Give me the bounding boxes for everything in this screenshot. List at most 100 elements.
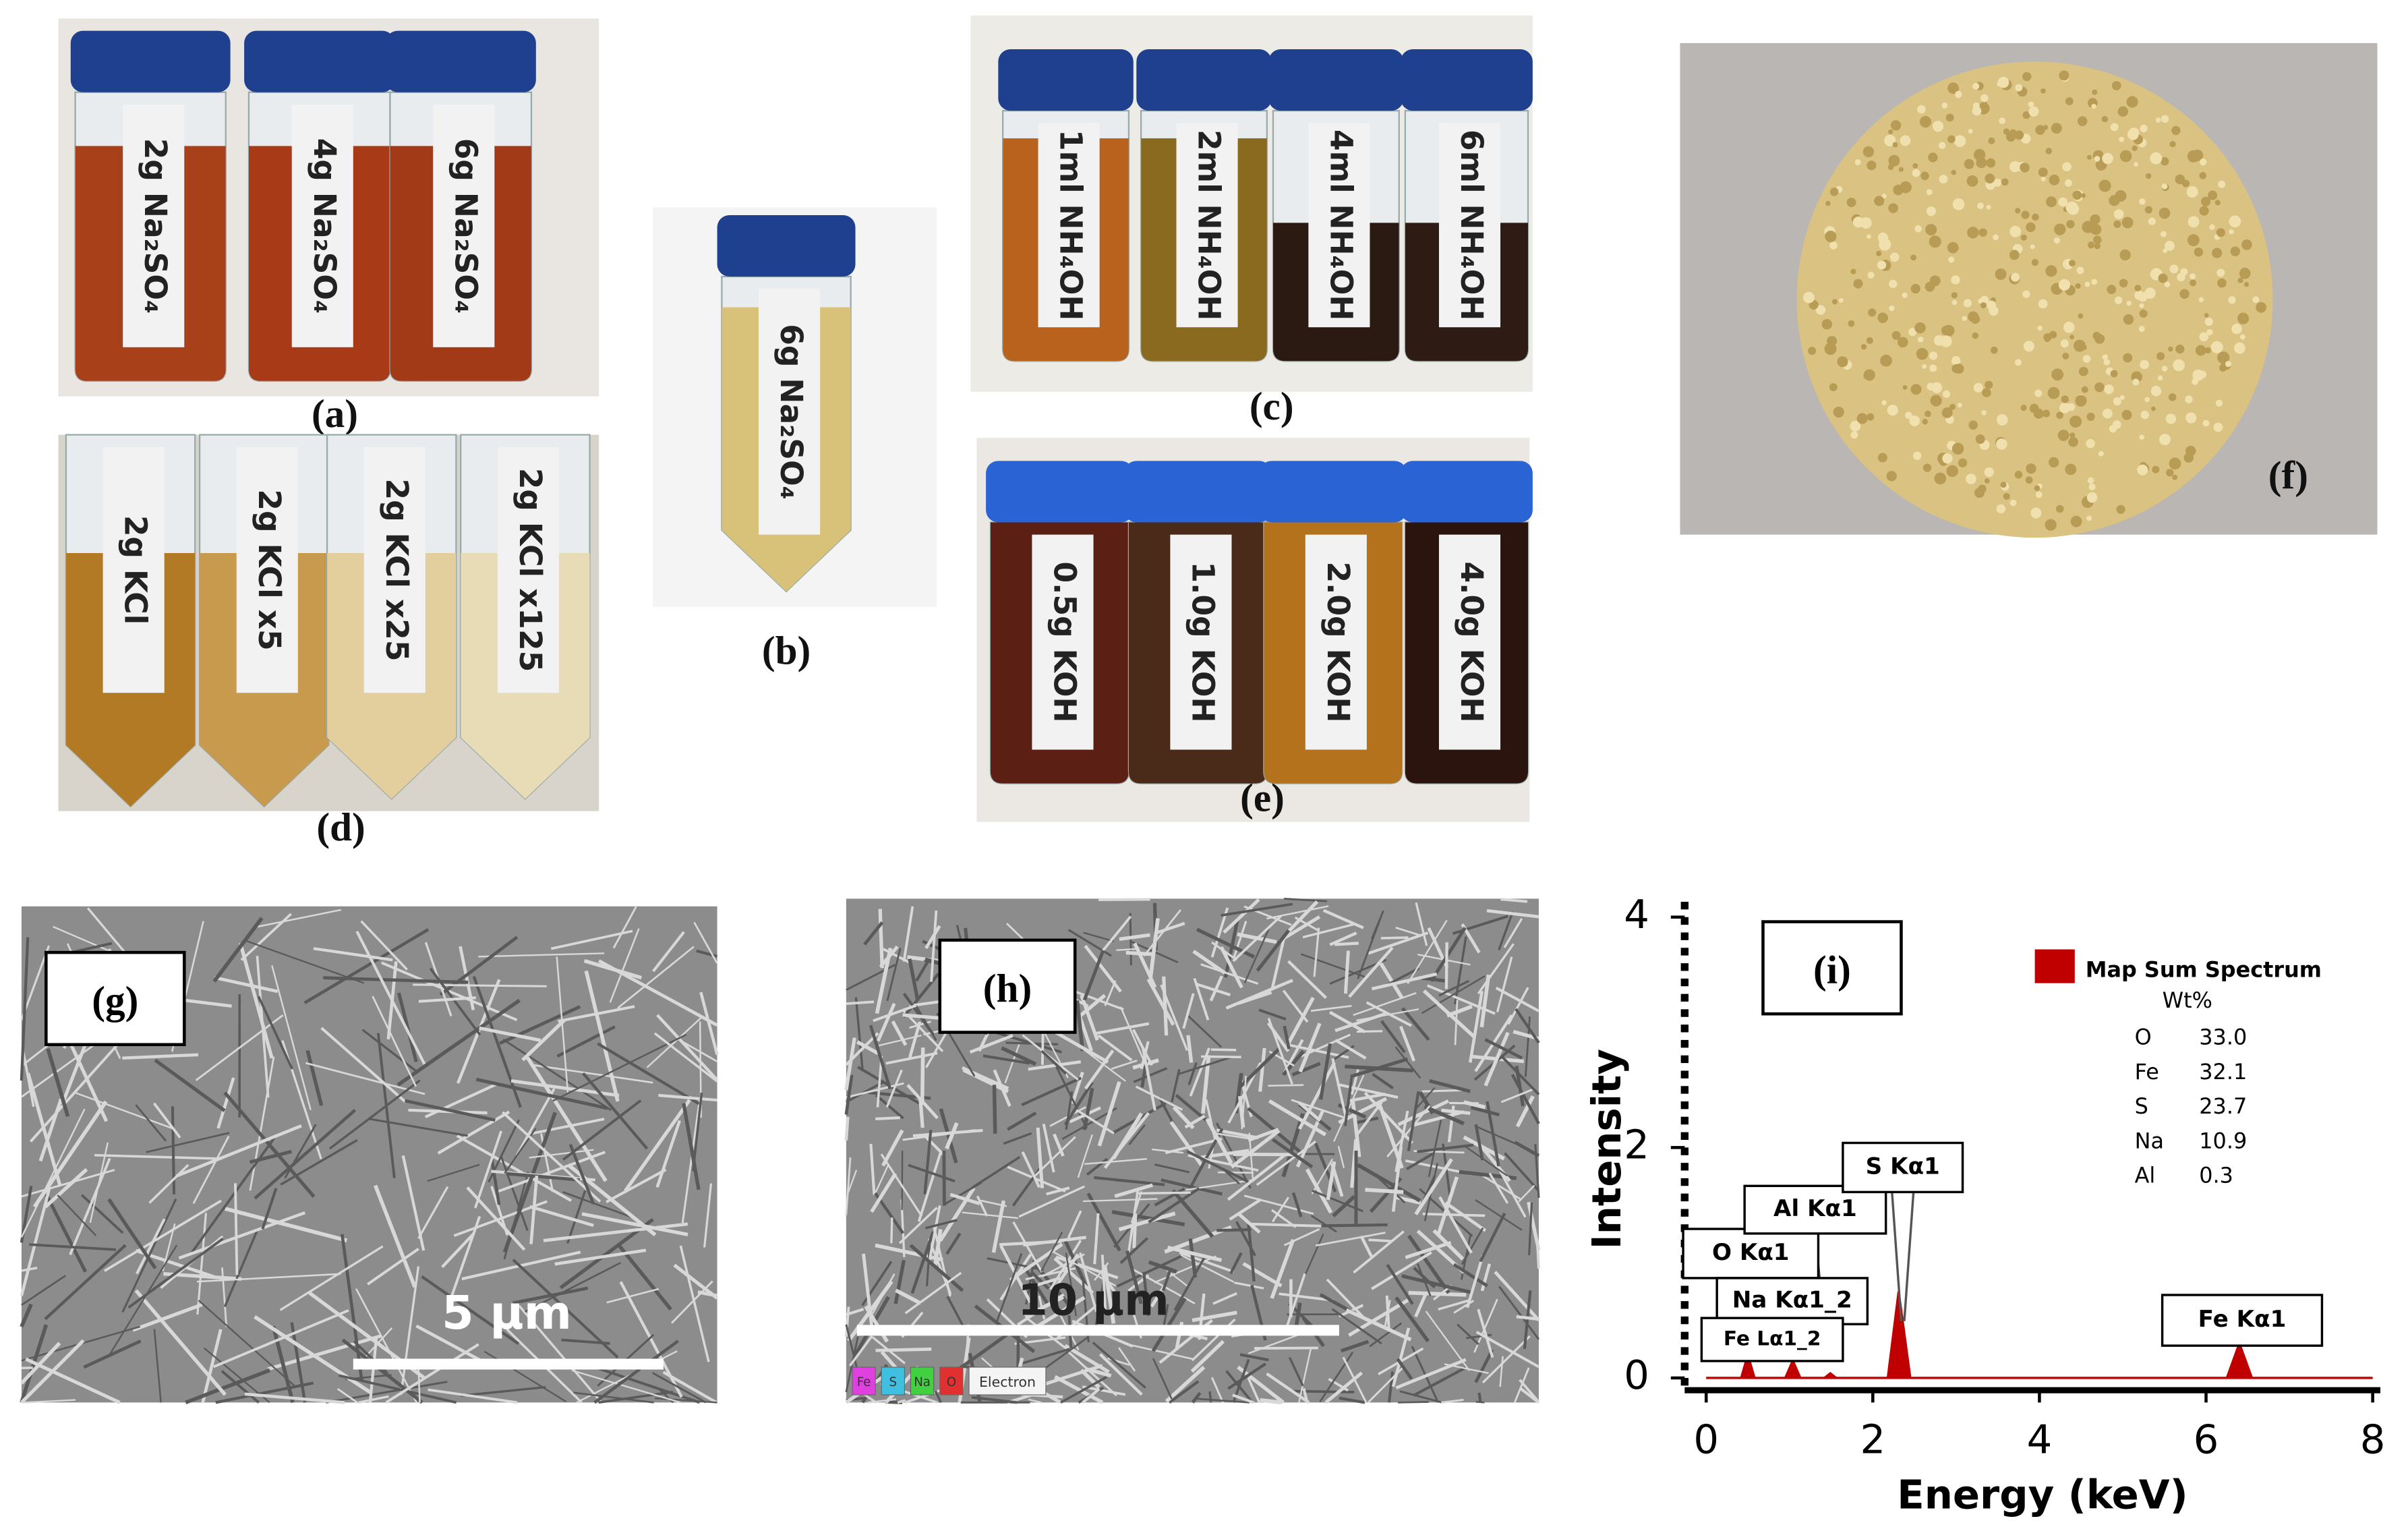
powder-grain	[2161, 115, 2169, 123]
sem-texture	[223, 1230, 258, 1307]
sem-texture	[1519, 1379, 1540, 1403]
powder-grain	[1982, 388, 1991, 398]
sem-texture	[1154, 1255, 1216, 1284]
sem-texture	[1187, 1062, 1198, 1085]
powder-grain	[2028, 101, 2034, 108]
powder-grain	[2123, 314, 2134, 325]
sem-texture	[1368, 931, 1429, 955]
sem-texture	[178, 1211, 305, 1260]
sem-texture	[1171, 1069, 1181, 1103]
sem-texture	[107, 1198, 157, 1269]
sem-texture	[1212, 1132, 1252, 1140]
sem-texture	[1186, 1014, 1223, 1048]
powder-grain	[2230, 246, 2241, 256]
sem-texture	[606, 1168, 667, 1203]
sem-texture	[1367, 1367, 1403, 1404]
powder-grain	[1925, 410, 1931, 417]
tube-label-card	[1032, 534, 1094, 750]
powder-grain	[1990, 346, 1998, 354]
sem-texture	[466, 1186, 526, 1251]
sem-texture	[1401, 1007, 1430, 1041]
scale-bar-label: 5 µm	[442, 1287, 572, 1340]
powder-grain	[2113, 220, 2121, 228]
sem-texture	[938, 1186, 976, 1242]
powder-grain	[1867, 272, 1875, 279]
powder-grain	[1918, 337, 1924, 343]
tube-label-card	[1038, 123, 1100, 328]
sem-texture	[355, 930, 426, 1065]
peak-label: Fe Lα1_2	[1724, 1327, 1821, 1350]
powder-grain	[1932, 121, 1944, 132]
sem-texture	[1063, 1081, 1094, 1126]
powder-grain	[1892, 142, 1898, 148]
sem-texture	[1319, 1352, 1354, 1403]
sem-texture	[89, 1142, 109, 1223]
powder-grain	[2086, 515, 2092, 521]
sem-texture	[1186, 1150, 1252, 1185]
sem-texture	[912, 1128, 983, 1138]
powder-grain	[2192, 378, 2199, 385]
powder-grain	[1934, 472, 1947, 485]
tube-label-card	[433, 104, 495, 347]
sem-texture	[873, 1004, 917, 1022]
powder-grain	[2045, 196, 2057, 208]
sem-texture	[1365, 1188, 1404, 1194]
sem-texture	[1406, 1151, 1435, 1170]
x-tick-label: 8	[2360, 1416, 2386, 1463]
sem-texture	[1071, 1071, 1084, 1105]
sem-texture	[1212, 1292, 1237, 1305]
sem-texture	[1268, 1099, 1327, 1136]
sem-texture	[107, 1244, 178, 1358]
powder-grain	[2025, 476, 2033, 484]
sem-texture	[1229, 1252, 1243, 1275]
powder-grain	[2091, 104, 2096, 109]
sem-texture	[1446, 1004, 1473, 1018]
powder-grain	[1881, 193, 1887, 199]
sem-texture	[1053, 1133, 1065, 1157]
powder-grain	[2225, 361, 2232, 368]
sem-texture	[1421, 1089, 1462, 1093]
powder-grain	[2185, 395, 2193, 403]
panel-label: (g)	[92, 978, 138, 1022]
map-legend-chip	[968, 1366, 1047, 1395]
powder-grain	[1995, 268, 2007, 280]
sem-texture	[358, 1395, 389, 1404]
sem-texture	[1387, 1371, 1394, 1403]
powder-grain	[1868, 308, 1877, 317]
sem-texture	[1468, 990, 1484, 1063]
powder-grain	[1877, 312, 1888, 324]
sem-texture	[1498, 1286, 1540, 1340]
sem-texture	[864, 1305, 889, 1343]
sem-texture	[878, 909, 884, 969]
sem-texture	[1386, 1263, 1414, 1305]
sem-texture	[1371, 1251, 1432, 1290]
powder-grain	[2049, 457, 2059, 468]
sem-texture	[1098, 1353, 1143, 1396]
powder-grain	[1930, 395, 1942, 407]
sem-texture	[1444, 1201, 1487, 1232]
sem-texture	[1355, 1101, 1383, 1136]
powder-grain	[2119, 279, 2128, 288]
powder-grain	[2074, 339, 2086, 352]
powder-grain	[2021, 210, 2030, 219]
sem-texture	[1114, 1183, 1153, 1199]
sem-texture	[328, 1079, 421, 1150]
powder-grain	[2151, 406, 2156, 411]
peak-label: Na Kα1_2	[1732, 1287, 1852, 1314]
powder-grain	[1902, 384, 1908, 390]
sem-texture	[20, 1339, 85, 1404]
sem-texture	[848, 1335, 873, 1367]
sem-texture	[249, 1056, 275, 1191]
sem-texture	[1016, 1293, 1065, 1326]
sem-texture	[1235, 1221, 1256, 1257]
sem-texture	[1256, 1141, 1317, 1186]
sem-texture	[428, 1388, 518, 1404]
powder-grain	[2045, 148, 2053, 154]
sem-texture	[448, 1215, 481, 1301]
map-legend-chip	[910, 1366, 935, 1395]
x-tick-label: 0	[1693, 1416, 1719, 1463]
sem-texture	[999, 1245, 1032, 1304]
powder-grain	[1981, 410, 1987, 415]
sem-texture	[1271, 1197, 1290, 1223]
sem-texture	[1500, 898, 1528, 903]
